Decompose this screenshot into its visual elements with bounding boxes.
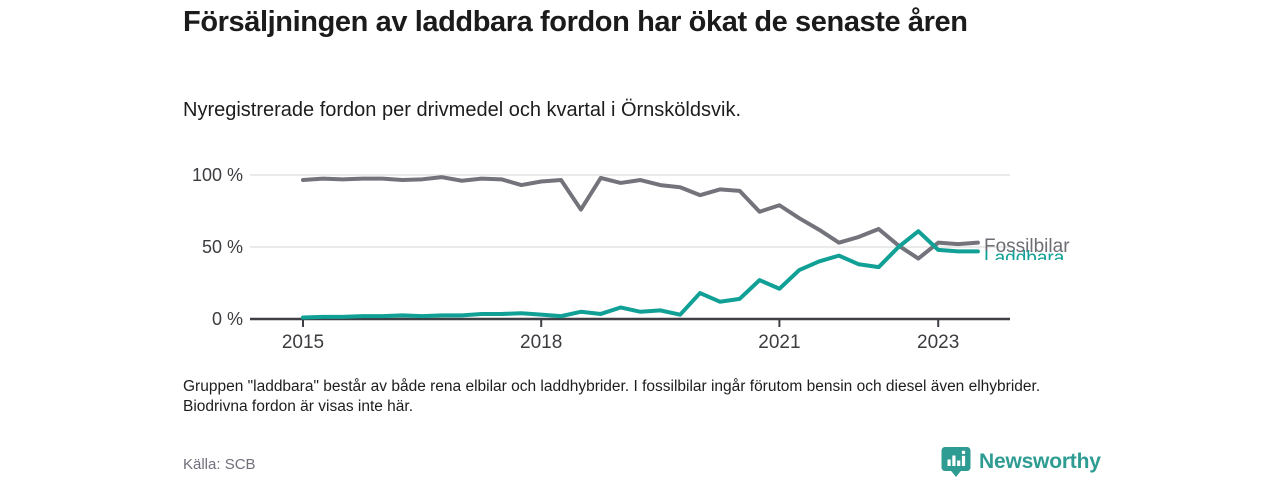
chart-title: Försäljningen av laddbara fordon har öka… (183, 6, 968, 38)
bar-3 (957, 460, 961, 466)
chart-subtitle: Nyregistrerade fordon per drivmedel och … (183, 99, 741, 121)
brand-name: Newsworthy (979, 450, 1101, 473)
bar-2 (952, 455, 956, 466)
x-tick-label-2015: 2015 (282, 332, 324, 353)
y-tick-label-100: 100 % (192, 165, 243, 185)
x-tick-label-2018: 2018 (520, 332, 562, 353)
exclamation-bar (961, 455, 966, 466)
series-label-fossilbilar: Fossilbilar (984, 236, 1070, 257)
source-text: Källa: SCB (183, 456, 256, 473)
y-tick-label-50: 50 % (202, 237, 243, 257)
laddbara-line (301, 229, 980, 320)
exclamation-dot (961, 450, 966, 454)
x-tick-label-2021: 2021 (758, 332, 800, 353)
y-tick-label-0: 0 % (212, 309, 243, 329)
footnote: Gruppen "laddbara" består av både rena e… (183, 378, 1041, 415)
bar-1 (947, 459, 951, 466)
fossilbilar-line (301, 175, 980, 261)
newsworthy-chart-bubble-icon (941, 447, 971, 477)
x-tick-label-2023: 2023 (917, 332, 959, 353)
newsworthy-logo[interactable]: Newsworthy (941, 446, 1101, 478)
series-label-laddbara: Laddbara (984, 249, 1065, 260)
series-label-laddbara-clipped: Laddbara (984, 249, 1064, 260)
